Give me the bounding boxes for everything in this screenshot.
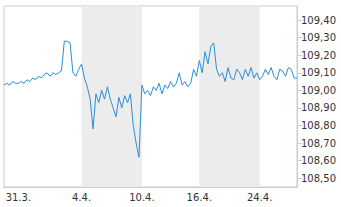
- svg-text:108,80: 108,80: [301, 120, 336, 131]
- svg-text:109,10: 109,10: [301, 67, 336, 78]
- svg-text:108,90: 108,90: [301, 102, 336, 113]
- svg-text:108,70: 108,70: [301, 138, 336, 149]
- svg-text:108,60: 108,60: [301, 155, 336, 166]
- svg-text:10.4.: 10.4.: [129, 192, 154, 203]
- svg-text:31.3.: 31.3.: [6, 192, 31, 203]
- svg-text:108,50: 108,50: [301, 173, 336, 184]
- svg-text:4.4.: 4.4.: [72, 192, 91, 203]
- svg-text:109,20: 109,20: [301, 50, 336, 61]
- svg-text:24.4.: 24.4.: [247, 192, 272, 203]
- svg-text:109,30: 109,30: [301, 32, 336, 43]
- svg-text:16.4.: 16.4.: [187, 192, 212, 203]
- svg-text:109,00: 109,00: [301, 85, 336, 96]
- svg-text:109,40: 109,40: [301, 15, 336, 26]
